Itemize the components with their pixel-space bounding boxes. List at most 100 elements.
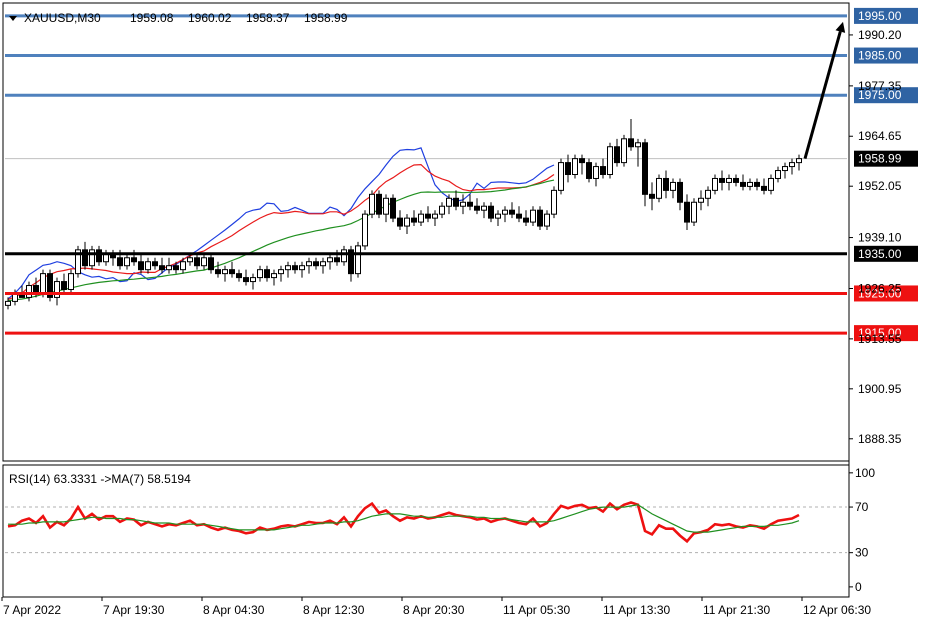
price-tick-label: 1990.20 xyxy=(858,28,902,42)
candle-body xyxy=(747,181,753,187)
candle-body xyxy=(68,273,74,290)
candle xyxy=(341,245,347,266)
price-tick-label: 1964.65 xyxy=(858,129,902,143)
candle xyxy=(663,170,669,199)
candle-body xyxy=(292,265,298,271)
candle xyxy=(404,214,410,234)
price-level-tag xyxy=(854,325,918,342)
candle xyxy=(278,265,284,282)
projection-arrow-head xyxy=(835,21,846,33)
candle-body xyxy=(677,181,683,203)
rsi-tick-label: 30 xyxy=(855,546,869,560)
candle-body xyxy=(656,177,662,199)
candle xyxy=(551,186,557,219)
candle xyxy=(369,190,375,219)
candle xyxy=(439,202,445,219)
candle xyxy=(481,202,487,219)
price-level-label: 1995.00 xyxy=(858,9,902,23)
candle xyxy=(376,190,382,219)
candle xyxy=(530,206,536,227)
candle xyxy=(271,269,277,286)
candle-body xyxy=(705,189,711,199)
candle-body xyxy=(642,142,648,195)
candle xyxy=(187,253,193,266)
candle-body xyxy=(348,249,354,275)
candle xyxy=(495,210,501,227)
price-tick-label: 1939.10 xyxy=(858,231,902,245)
symbol-dropdown-icon[interactable] xyxy=(9,16,17,21)
candle xyxy=(264,265,270,282)
candle xyxy=(362,210,368,250)
candle xyxy=(222,265,228,282)
candle xyxy=(775,166,781,183)
candle xyxy=(425,206,431,223)
time-tick-label: 8 Apr 04:30 xyxy=(203,603,265,617)
candle xyxy=(565,154,571,183)
candle-body xyxy=(138,261,144,271)
candle-body xyxy=(159,265,165,271)
candle xyxy=(698,190,704,211)
candle-body xyxy=(5,300,11,306)
candle-body xyxy=(327,257,333,263)
candle xyxy=(621,134,627,167)
candle xyxy=(418,210,424,227)
candle-body xyxy=(495,213,501,219)
price-level-label: 1925.00 xyxy=(858,286,902,300)
candle xyxy=(544,210,550,231)
time-tick-label: 11 Apr 05:30 xyxy=(503,603,570,617)
candle-body xyxy=(698,197,704,203)
candle xyxy=(558,158,564,195)
ohlc-low: 1958.37 xyxy=(246,11,290,25)
candle-body xyxy=(768,177,774,191)
price-level-label: 1985.00 xyxy=(858,49,902,63)
candle xyxy=(537,206,543,231)
candle-body xyxy=(131,257,137,263)
candle-body xyxy=(306,261,312,267)
candle xyxy=(593,162,599,187)
candle xyxy=(229,261,235,278)
candle xyxy=(89,245,95,270)
candle-body xyxy=(61,281,67,290)
candle xyxy=(474,198,480,215)
candle xyxy=(173,261,179,274)
candle xyxy=(516,206,522,223)
candle-body xyxy=(208,257,214,271)
candle xyxy=(5,297,11,310)
candle-body xyxy=(278,269,284,275)
candle xyxy=(572,154,578,179)
candle xyxy=(292,261,298,274)
candle-body xyxy=(796,158,802,164)
candle xyxy=(390,194,396,223)
candle-body xyxy=(96,249,102,263)
candle xyxy=(754,178,760,191)
price-tick-label: 1926.25 xyxy=(858,282,902,296)
candle-body xyxy=(467,201,473,207)
time-tick-label: 7 Apr 19:30 xyxy=(103,603,165,617)
main-chart-frame[interactable] xyxy=(2,2,850,462)
candle-body xyxy=(719,177,725,183)
candle-body xyxy=(516,213,522,219)
candle-body xyxy=(187,257,193,263)
candle-body xyxy=(432,213,438,219)
candle xyxy=(250,273,256,290)
candle-body xyxy=(572,158,578,176)
rsi-tick-label: 70 xyxy=(855,500,869,514)
candle-body xyxy=(649,193,655,199)
candle-body xyxy=(47,273,53,298)
candle xyxy=(740,174,746,191)
candle-body xyxy=(530,209,536,223)
price-level-label: 1915.00 xyxy=(858,326,902,340)
candle-body xyxy=(75,249,81,275)
candle-body xyxy=(558,162,564,191)
candle xyxy=(509,202,515,219)
candle-body xyxy=(761,185,767,191)
candle-body xyxy=(670,181,676,191)
price-level-label: 1975.00 xyxy=(858,88,902,102)
candle-body xyxy=(397,217,403,227)
candle xyxy=(628,118,634,151)
candle xyxy=(789,158,795,175)
candle xyxy=(649,182,655,211)
candle-body xyxy=(712,177,718,191)
candle-body xyxy=(754,181,760,187)
